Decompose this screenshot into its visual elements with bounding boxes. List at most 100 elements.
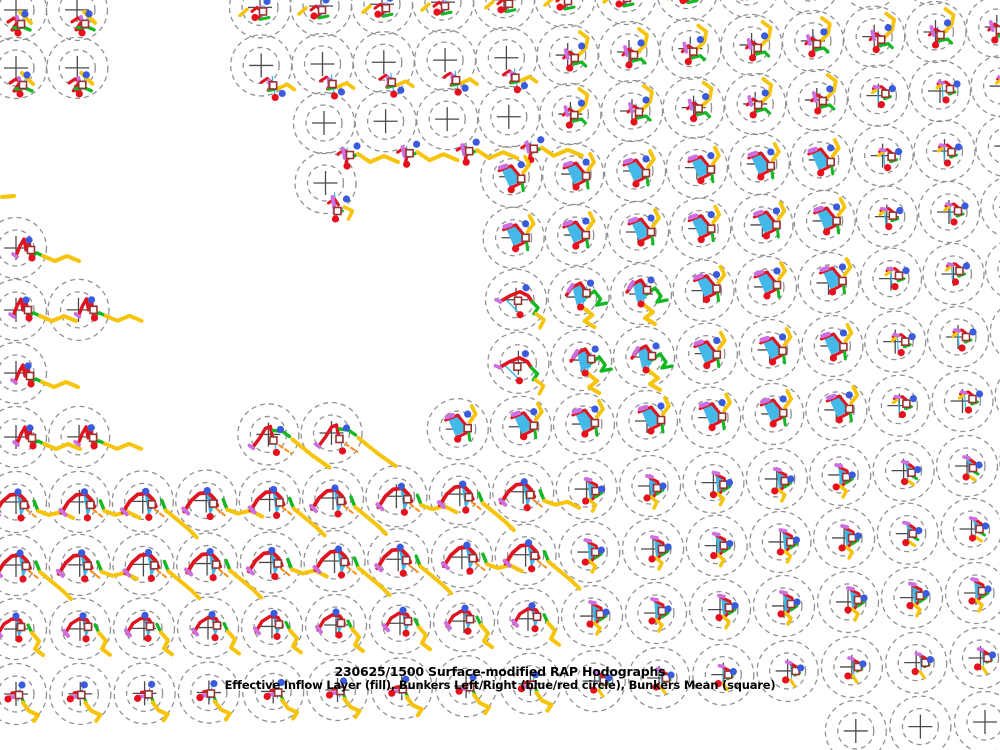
range-ring-inner [859,76,898,115]
bunkers-right-dot [211,633,219,642]
range-ring-inner [736,85,774,123]
wind-trace-segment [119,507,129,517]
range-ring-inner [884,451,923,490]
wind-trace-segment [532,498,545,509]
wind-trace-segment [722,666,725,683]
range-ring-outer [621,517,685,581]
range-ring-inner [188,544,226,583]
bunkers-left-dot [707,211,715,219]
bunkers-mean-square [273,688,283,697]
wind-trace-segment [981,649,985,666]
wind-trace-segment [225,507,265,519]
hodograph-trace [70,9,97,37]
bunkers-mean-square [532,612,542,622]
bunkers-right-dot [497,6,505,14]
wind-trace-segment [962,455,971,460]
hodograph-trace [987,20,1000,44]
wind-trace-segment [622,2,635,8]
hodograph-cell [885,631,948,694]
bunkers-left-dot [696,36,704,44]
hodograph-cell [0,405,48,469]
wind-trace-segment [480,501,516,533]
range-ring-outer [552,392,616,456]
range-ring-inner [750,331,789,369]
hodograph-trace [238,0,271,22]
bunkers-right-dot [872,46,880,54]
range-ring-inner [241,0,279,27]
origin-cross-icon [4,56,28,80]
wind-trace-segment [494,297,503,304]
range-ring-outer [917,180,981,244]
bunkers-left-dot [79,612,87,620]
range-ring-inner [801,0,817,2]
bunkers-mean-square [968,394,977,404]
bunkers-left-dot [521,350,529,358]
range-ring-inner [798,81,836,119]
origin-cross-icon [496,104,521,129]
bunkers-left-dot [14,488,22,496]
bunkers-left-dot [975,461,983,469]
bunkers-left-dot [962,262,971,270]
range-ring-inner [671,29,709,68]
wind-trace-segment [40,380,80,389]
hodograph-trace [884,266,910,291]
bunkers-right-dot [968,597,976,605]
wind-trace-segment [660,422,665,434]
wind-trace-segment [852,589,855,609]
hodograph-trace [870,84,896,109]
hodograph-trace [4,681,40,723]
wind-trace-segment [980,665,989,675]
bunkers-mean-square [387,77,397,87]
bunkers-left-dot [712,271,721,279]
hodograph-trace [819,323,854,362]
bunkers-left-dot [23,71,31,79]
wind-trace-segment [782,415,787,427]
hodograph-trace [807,138,841,177]
wind-trace-segment [440,561,450,571]
wind-trace-segment [563,48,570,60]
range-ring-inner [681,209,719,248]
range-ring-inner [549,36,587,74]
bunkers-mean-square [902,399,911,408]
wind-trace-segment [687,98,694,111]
wind-trace-segment [637,404,649,412]
hodograph-cell [175,469,238,532]
bunkers-right-dot [330,92,339,100]
range-ring-inner [813,327,852,365]
hodograph-trace [501,68,539,94]
hodograph-cell [851,124,914,187]
wind-trace-segment [907,524,910,542]
range-ring-inner [855,17,893,56]
bunkers-left-dot [144,548,152,556]
range-ring-outer [238,468,301,531]
bunkers-mean-square [89,305,98,315]
wind-trace-segment [474,562,487,573]
wind-trace-segment [585,371,602,396]
wind-trace-segment [103,441,144,451]
bunkers-right-dot [625,61,633,69]
wind-trace-segment [572,60,588,68]
wind-trace-segment [288,628,303,655]
range-ring-inner [565,405,603,443]
wind-trace-segment [124,628,132,638]
bunkers-right-dot [776,548,784,556]
wind-trace-segment [11,252,19,259]
wind-trace-segment [156,569,169,580]
range-ring-inner [502,408,540,446]
wind-trace-segment [209,551,214,578]
wind-trace-segment [444,621,452,631]
range-ring-outer [432,590,496,653]
range-ring-inner [125,674,164,713]
hodograph-trace [825,385,860,424]
wind-trace-segment [843,323,854,343]
wind-trace-segment [315,625,323,634]
bunkers-mean-square [403,616,413,626]
bunkers-left-dot [276,425,284,434]
hodograph-trace [67,70,95,98]
wind-trace-segment [587,498,598,513]
wind-trace-segment [820,331,831,339]
bunkers-mean-square [27,433,37,443]
wind-trace-segment [290,437,332,470]
bunkers-right-dot [943,159,952,167]
hodograph-trace [714,663,737,692]
